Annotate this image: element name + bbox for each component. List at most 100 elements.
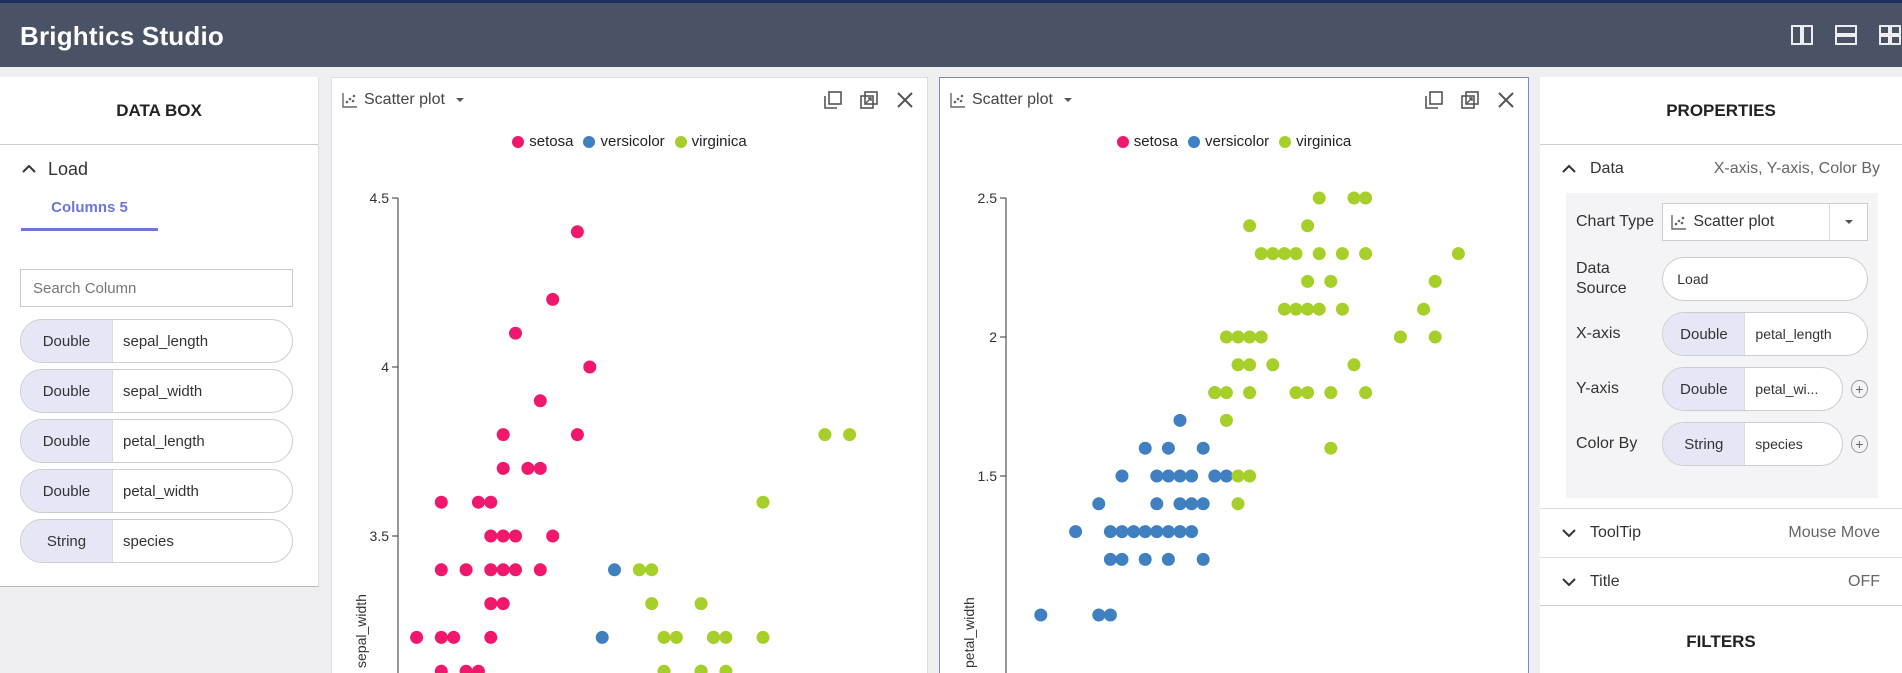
- data-source-toggle[interactable]: Load: [0, 145, 318, 193]
- data-point-versicolor: [1092, 608, 1106, 622]
- caret-down-icon: [1829, 204, 1867, 240]
- split-horizontal-icon[interactable]: [1834, 23, 1858, 47]
- duplicate-icon[interactable]: [821, 88, 845, 112]
- tab-columns[interactable]: Columns 5: [21, 193, 158, 231]
- column-item[interactable]: String species: [20, 519, 293, 563]
- app-title: Brightics Studio: [20, 21, 224, 51]
- data-point-versicolor: [1138, 552, 1152, 566]
- column-item[interactable]: Double sepal_width: [20, 369, 293, 413]
- data-point-setosa: [434, 495, 448, 509]
- data-point-versicolor: [1115, 552, 1129, 566]
- legend-dot: [512, 135, 525, 148]
- data-point-setosa: [447, 630, 461, 644]
- legend-item-virginica[interactable]: virginica: [674, 133, 747, 150]
- chart-type-select[interactable]: Scatter plot: [1662, 203, 1868, 241]
- data-point-versicolor: [1185, 469, 1199, 483]
- data-point-setosa: [471, 664, 485, 673]
- title-section-toggle[interactable]: Title OFF: [1540, 558, 1902, 606]
- data-point-setosa: [583, 360, 597, 374]
- add-y-axis-button[interactable]: +: [1850, 380, 1868, 398]
- data-point-versicolor: [1103, 608, 1117, 622]
- data-point-versicolor: [1196, 552, 1210, 566]
- y-tick-label: 4: [381, 359, 389, 375]
- section-label: ToolTip: [1590, 524, 1641, 541]
- y-axis-row: Y-axis Double petal_wi... +: [1576, 367, 1868, 411]
- expand-icon[interactable]: [857, 88, 881, 112]
- legend-label: virginica: [691, 133, 747, 150]
- y-tick-label: 3.5: [370, 528, 390, 544]
- data-point-virginica: [1335, 302, 1349, 316]
- close-icon[interactable]: [893, 88, 917, 112]
- section-label: Title: [1590, 573, 1620, 590]
- data-point-virginica: [1428, 274, 1442, 288]
- data-point-versicolor: [1034, 608, 1048, 622]
- close-icon[interactable]: [1494, 88, 1518, 112]
- add-color-by-button[interactable]: +: [1850, 435, 1868, 453]
- data-point-virginica: [1243, 358, 1257, 372]
- data-point-setosa: [533, 461, 547, 475]
- legend-item-setosa[interactable]: setosa: [512, 133, 573, 150]
- data-point-virginica: [1393, 330, 1407, 344]
- data-point-versicolor: [1185, 497, 1199, 511]
- data-point-virginica: [1243, 330, 1257, 344]
- data-point-virginica: [1451, 247, 1465, 261]
- data-point-setosa: [546, 292, 560, 306]
- data-point-setosa: [459, 563, 473, 577]
- properties-title: PROPERTIES: [1540, 77, 1902, 145]
- data-point-virginica: [1301, 302, 1315, 316]
- tooltip-section-toggle[interactable]: ToolTip Mouse Move: [1540, 509, 1902, 557]
- column-name: petal_width: [123, 482, 199, 500]
- data-point-setosa: [570, 225, 584, 239]
- legend-label: setosa: [529, 133, 574, 150]
- chart-type-label: Chart Type: [1576, 213, 1654, 230]
- column-item[interactable]: Double petal_length: [20, 419, 293, 463]
- legend-dot: [1187, 135, 1200, 148]
- data-section-toggle[interactable]: Data X-axis, Y-axis, Color By: [1540, 145, 1902, 193]
- split-vertical-icon[interactable]: [1790, 23, 1814, 47]
- data-point-versicolor: [1115, 525, 1129, 539]
- x-axis-label: X-axis: [1576, 325, 1621, 342]
- column-item[interactable]: Double sepal_length: [20, 319, 293, 363]
- data-point-setosa: [459, 664, 473, 673]
- filters-title: FILTERS: [1540, 605, 1902, 673]
- column-item[interactable]: Double petal_width: [20, 469, 293, 513]
- data-point-virginica: [1277, 302, 1291, 316]
- legend-dot: [583, 135, 596, 148]
- chart-tools: [821, 88, 917, 112]
- chart-type-dropdown[interactable]: Scatter plot: [342, 91, 469, 109]
- chevron-down-icon: [1562, 578, 1576, 587]
- data-point-virginica: [1243, 386, 1257, 400]
- chart-legend: setosa versicolor virginica: [332, 133, 927, 150]
- data-point-virginica: [1231, 358, 1245, 372]
- legend-item-versicolor[interactable]: versicolor: [1187, 133, 1269, 150]
- duplicate-icon[interactable]: [1422, 88, 1446, 112]
- data-point-versicolor: [1069, 525, 1083, 539]
- data-point-virginica: [669, 630, 683, 644]
- layout-buttons: [1790, 23, 1902, 47]
- data-point-setosa: [484, 630, 498, 644]
- data-point-versicolor: [1103, 525, 1117, 539]
- data-point-virginica: [1359, 386, 1373, 400]
- expand-icon[interactable]: [1458, 88, 1482, 112]
- data-point-setosa: [434, 630, 448, 644]
- data-point-virginica: [1289, 247, 1303, 261]
- search-column-input[interactable]: [20, 269, 293, 307]
- legend-item-versicolor[interactable]: versicolor: [583, 133, 665, 150]
- chart-type-dropdown[interactable]: Scatter plot: [950, 91, 1077, 109]
- legend-item-setosa[interactable]: setosa: [1116, 133, 1178, 150]
- legend-item-virginica[interactable]: virginica: [1279, 133, 1351, 150]
- section-summary: X-axis, Y-axis, Color By: [1713, 160, 1880, 177]
- data-source-field[interactable]: Load: [1662, 257, 1868, 301]
- color-by-field[interactable]: String species: [1662, 422, 1843, 466]
- data-point-setosa: [533, 563, 547, 577]
- y-axis-field[interactable]: Double petal_wi...: [1662, 367, 1843, 411]
- grid-layout-icon[interactable]: [1878, 23, 1902, 47]
- data-point-virginica: [756, 630, 770, 644]
- scatter-plot-2: 1.5 2 2.5 petal_width: [961, 190, 1465, 673]
- x-axis-field[interactable]: Double petal_length: [1662, 312, 1868, 356]
- legend-label: setosa: [1133, 133, 1178, 150]
- y-axis-label: sepal_width: [353, 594, 369, 668]
- data-point-virginica: [1301, 386, 1315, 400]
- data-point-setosa: [509, 326, 522, 340]
- data-point-versicolor: [1196, 441, 1210, 455]
